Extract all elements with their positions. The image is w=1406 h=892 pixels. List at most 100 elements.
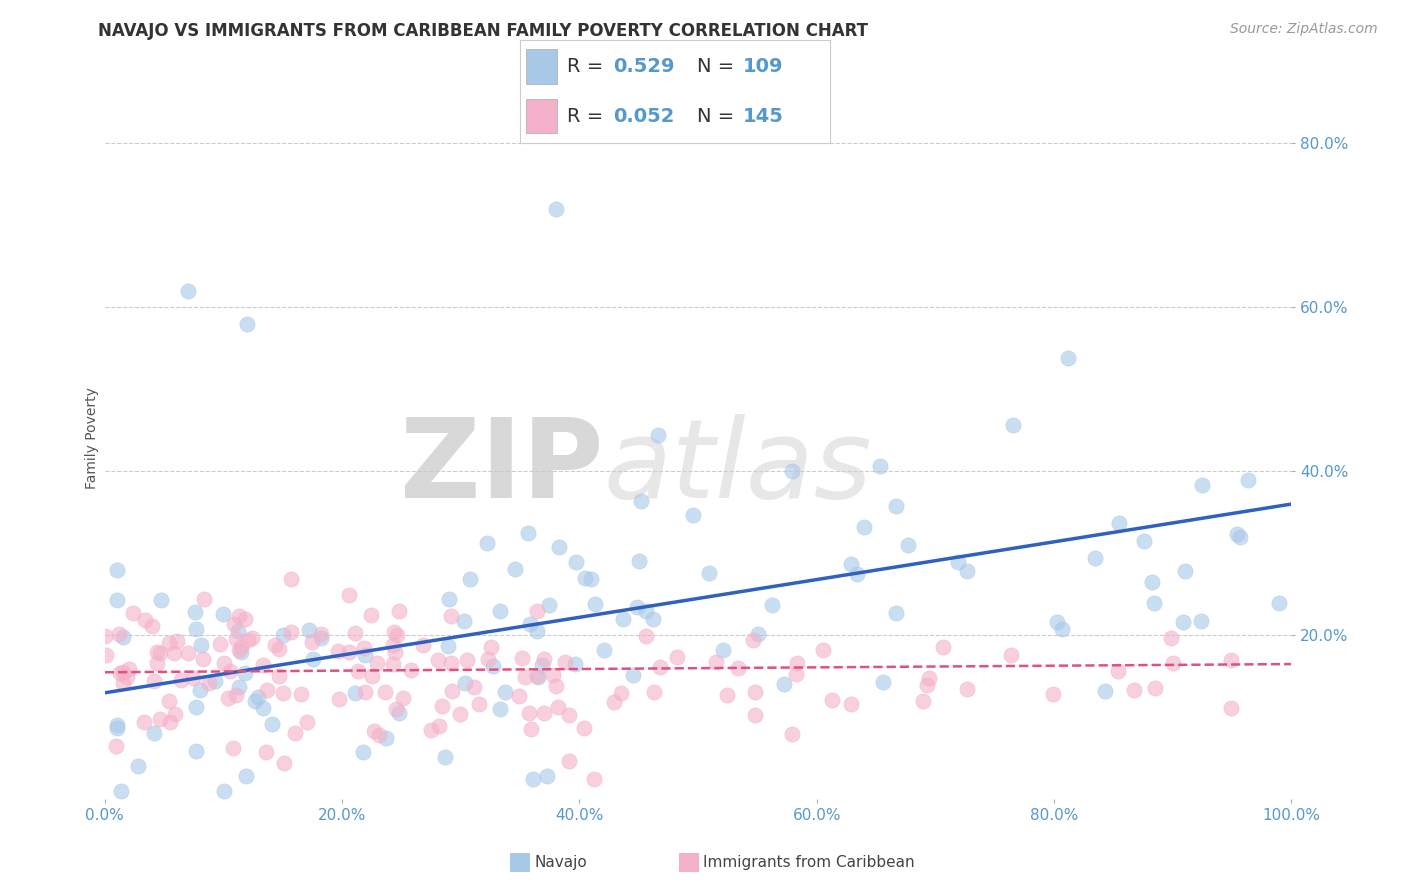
Point [145, 645, 167, 659]
Point [533, 706, 555, 720]
Point [353, 648, 375, 663]
Point [583, 597, 606, 611]
Point [420, 723, 443, 738]
Point [254, 745, 277, 759]
Point [1057, 351, 1080, 366]
Point [544, 202, 567, 216]
Point [839, 697, 862, 711]
Point [184, 605, 207, 619]
Point [547, 699, 569, 714]
Point [229, 640, 252, 655]
Point [956, 564, 979, 578]
Point [869, 458, 891, 473]
Text: 109: 109 [742, 57, 783, 77]
Point [188, 682, 211, 697]
Point [436, 640, 458, 654]
Point [141, 619, 163, 633]
Point [134, 614, 156, 628]
Point [382, 624, 405, 639]
Point [166, 634, 188, 648]
Point [94, 648, 117, 662]
Point [520, 723, 543, 737]
Point [204, 673, 226, 688]
Point [463, 680, 485, 694]
Point [612, 612, 634, 626]
Point [264, 638, 287, 652]
Point [363, 724, 385, 739]
Point [665, 649, 688, 664]
Point [302, 651, 325, 665]
Point [284, 726, 307, 740]
Point [948, 555, 970, 569]
Point [229, 645, 252, 659]
Text: ZIP: ZIP [399, 414, 603, 521]
Text: 145: 145 [742, 106, 783, 126]
Point [226, 624, 249, 639]
Point [647, 428, 669, 442]
Point [225, 632, 247, 646]
Point [513, 670, 536, 684]
Point [228, 642, 250, 657]
Point [328, 691, 350, 706]
Point [494, 684, 516, 698]
Y-axis label: Family Poverty: Family Poverty [86, 387, 100, 490]
Point [1000, 648, 1022, 663]
Text: Immigrants from Caribbean: Immigrants from Caribbean [703, 855, 915, 870]
Point [1220, 653, 1243, 667]
Point [1001, 417, 1024, 432]
Point [280, 572, 302, 586]
Point [366, 657, 388, 671]
Point [956, 681, 979, 696]
Text: R =: R = [567, 106, 609, 126]
Point [526, 669, 548, 683]
Point [628, 553, 651, 567]
Point [650, 660, 672, 674]
Point [110, 784, 132, 798]
Point [565, 555, 588, 569]
Point [564, 657, 586, 672]
Point [212, 607, 235, 621]
Point [170, 673, 193, 687]
Point [295, 715, 318, 730]
Point [105, 718, 128, 732]
Point [918, 671, 941, 685]
Point [1143, 681, 1166, 695]
Point [219, 664, 242, 678]
Point [228, 680, 250, 694]
Point [184, 622, 207, 636]
Point [839, 557, 862, 571]
Point [572, 721, 595, 735]
Point [177, 284, 200, 298]
Point [643, 684, 665, 698]
Point [108, 666, 131, 681]
Point [392, 691, 415, 706]
Point [235, 768, 257, 782]
Point [127, 759, 149, 773]
Point [367, 728, 389, 742]
Point [118, 662, 141, 676]
Point [1042, 687, 1064, 701]
Point [554, 655, 576, 669]
Point [1189, 614, 1212, 628]
Point [163, 646, 186, 660]
Point [381, 657, 404, 672]
Point [412, 638, 434, 652]
Point [381, 638, 404, 652]
Point [233, 665, 256, 680]
Point [221, 740, 243, 755]
Point [634, 604, 657, 618]
Point [360, 607, 382, 622]
Point [440, 656, 463, 670]
Point [742, 632, 765, 647]
Point [574, 571, 596, 585]
Point [479, 640, 502, 655]
Point [711, 643, 734, 657]
Point [813, 643, 835, 657]
Point [441, 684, 464, 698]
Point [217, 690, 239, 705]
Point [780, 464, 803, 478]
Point [105, 721, 128, 735]
Point [271, 628, 294, 642]
Point [912, 694, 935, 708]
Point [579, 572, 602, 586]
